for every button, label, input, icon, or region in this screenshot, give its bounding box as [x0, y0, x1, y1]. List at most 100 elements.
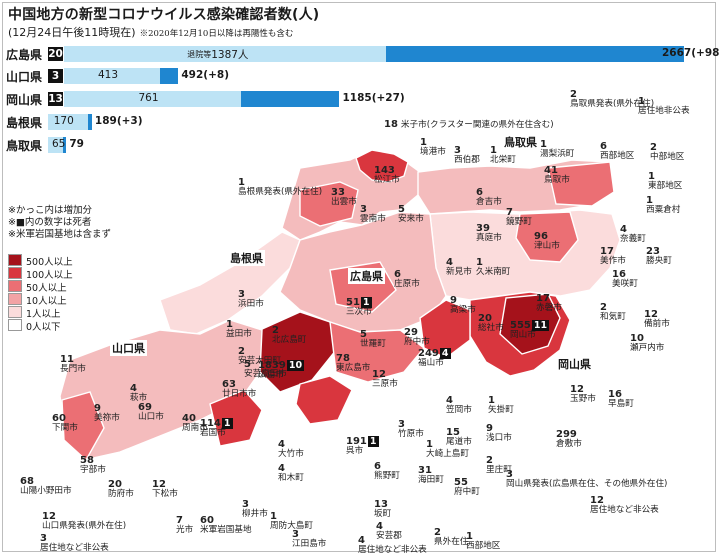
- map-label-value: 9: [486, 423, 493, 434]
- map-label-value: 1: [226, 319, 233, 330]
- bar-segment-recovered: [48, 137, 64, 153]
- map-label-value: 2: [486, 455, 493, 466]
- map-label: 1 西粟倉村: [646, 196, 680, 215]
- map-label-value: 1: [270, 511, 277, 522]
- map-label-name: 西粟倉村: [646, 204, 681, 215]
- map-label-value: 9: [94, 403, 101, 414]
- map-label-name: 津山市: [534, 240, 560, 251]
- map-label-value: 1: [638, 96, 645, 107]
- map-label-value: 5: [398, 204, 405, 215]
- map-label-value: 68: [20, 476, 34, 487]
- map-label-value: 1: [420, 137, 427, 148]
- map-label-value: 31: [418, 465, 432, 476]
- map-label-value: 4: [376, 521, 383, 532]
- map-label-name: 和木町: [278, 472, 304, 483]
- bar-total-label: 79: [69, 138, 84, 150]
- bar-row: 広島県 20 1387人 退院等 2667(+98): [0, 44, 720, 64]
- map-label-name: 西部地区: [466, 540, 501, 551]
- map-label-value: 1: [466, 531, 473, 542]
- map-label-name: 安芸高田市: [244, 368, 287, 379]
- map-label: 6 倉吉市: [476, 188, 502, 207]
- map-label: 143 松江市: [374, 166, 400, 185]
- map-label-name: 矢掛町: [488, 404, 514, 415]
- map-label: 3 岡山県発表(広島県在住、その他県外在住): [506, 470, 667, 489]
- map-label-value: 17: [536, 293, 550, 304]
- legend-label: 500人以上: [26, 257, 73, 268]
- map-label: 17 赤磐市: [536, 294, 562, 313]
- map-label: 2 北広島町: [272, 326, 306, 345]
- subtitle-note: ※2020年12月10日以降は再陽性も含む: [139, 29, 294, 39]
- region-label-yamaguchi: 山口県: [110, 340, 147, 356]
- map-label: 6 熊野町: [374, 462, 400, 481]
- map-label-name: 出雲市: [331, 196, 357, 207]
- map-label: 9 高梁市: [450, 296, 476, 315]
- legend-note: ※■内の数字は死者: [8, 217, 92, 228]
- map-label: 555 11 岡山市: [510, 320, 550, 341]
- map-label: 1 居住地非公表: [638, 97, 690, 116]
- map-region-hiroshima-city: [259, 311, 337, 393]
- map-label: 7 鏡野町: [506, 208, 532, 227]
- map-label-name: 笠岡市: [446, 404, 472, 415]
- map-label-value: 4: [620, 224, 627, 235]
- map-label: 4 安芸郡: [376, 522, 402, 541]
- map-label-name: 東部地区: [648, 180, 683, 191]
- map-label: 29 府中市: [404, 328, 430, 347]
- map-label: 4 居住地など非公表: [358, 536, 427, 555]
- map-label-value: 6: [600, 141, 607, 152]
- map-label-value: 17: [600, 246, 614, 257]
- bar-category-label: 広島県: [6, 48, 43, 62]
- map-label-name: 米軍岩国基地: [200, 524, 252, 535]
- map-label-value: 6: [394, 269, 401, 280]
- bar-deaths-box: 3: [48, 69, 63, 83]
- map-label-name: 居住地など非公表: [358, 544, 427, 555]
- map-label-name: 防府市: [108, 488, 134, 499]
- bar-segment-label: 761: [138, 92, 159, 104]
- bar-segment-label: 413: [98, 69, 119, 81]
- map-label-name: 居住地など非公表: [590, 504, 659, 515]
- map-label-value: 555 11: [510, 320, 550, 331]
- map-label: 68 山陽小野田市: [20, 477, 72, 496]
- map-label-value: 12: [590, 495, 604, 506]
- legend-swatch: [8, 254, 22, 266]
- map-label-value: 12: [152, 479, 166, 490]
- bar-segment-active: [87, 114, 92, 130]
- map-label-name: 下関市: [52, 422, 78, 433]
- map-label: 3 柳井市: [242, 500, 268, 519]
- bar-segment-recovered: [64, 91, 241, 107]
- map-label-value: 3: [398, 419, 405, 430]
- bar-deaths-box: 20: [48, 47, 63, 61]
- map-label-name: 早島町: [608, 398, 634, 409]
- map-label: 4 大竹市: [278, 440, 304, 459]
- map-label-value: 10: [630, 333, 644, 344]
- map-label-value: 3: [506, 469, 513, 480]
- map-label-value: 1: [238, 177, 245, 188]
- map-label-name: 岡山市: [510, 330, 536, 340]
- map-label: 55 府中町: [454, 478, 480, 497]
- map-label-deaths: 11: [531, 320, 550, 331]
- map-label-name: 尾道市: [446, 436, 472, 447]
- map-label: 12 下松市: [152, 480, 178, 499]
- map-label-name: 米子市(クラスター関連の県外在住含む): [400, 120, 554, 130]
- map-label: 16 早島町: [608, 390, 634, 409]
- bar-segment-label: 1387人: [211, 49, 249, 61]
- map-label-value: 1: [646, 195, 653, 206]
- map-label-name: 倉吉市: [476, 196, 502, 207]
- map-label: 114 1 岩国市: [200, 418, 233, 439]
- map-label-deaths: 1: [221, 418, 233, 429]
- map-label: 1 西部地区: [466, 532, 500, 551]
- chart-subtitle: (12月24日午後11時現在) ※2020年12月10日以降は再陽性も含む: [8, 24, 293, 40]
- map-region-kure: [295, 375, 353, 425]
- map-label: 1 東部地区: [648, 172, 682, 191]
- map-label: 17 美作市: [600, 247, 626, 266]
- map-label-value: 69: [138, 402, 152, 413]
- map-label-name: 浅口市: [486, 432, 512, 443]
- map-region-tottori-city: [547, 161, 615, 207]
- map-label: 191 1 呉市: [346, 436, 379, 457]
- map-label-name: 竹原市: [398, 428, 424, 439]
- legend-label: 1人以上: [26, 309, 61, 320]
- map-label-name: 廿日市市: [222, 388, 257, 399]
- map-label-name: 北栄町: [490, 154, 516, 165]
- map-label: 1839 10 広島市: [258, 360, 305, 381]
- map-label-name: 安芸太田町: [238, 355, 281, 366]
